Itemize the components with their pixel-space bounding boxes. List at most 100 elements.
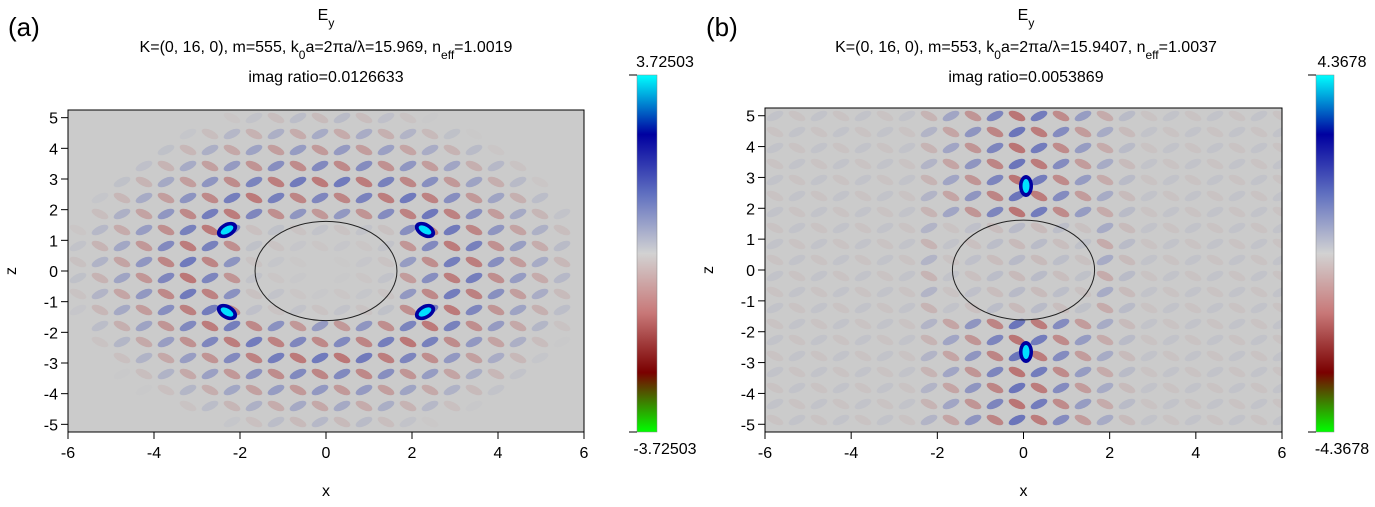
field-blob <box>113 272 131 284</box>
field-blob <box>157 176 175 188</box>
field-blob <box>788 302 806 314</box>
y-tick-label: 2 <box>49 203 58 220</box>
field-blob <box>333 336 351 348</box>
field-blob <box>1008 126 1026 138</box>
field-blob <box>1272 190 1282 202</box>
field-blob <box>920 398 938 410</box>
field-blob <box>920 318 938 330</box>
field-blob <box>465 208 483 220</box>
field-blob <box>289 208 307 220</box>
y-tick-label: -1 <box>741 294 755 311</box>
field-blob <box>1118 270 1136 282</box>
field-blob <box>1162 254 1180 266</box>
field-blob <box>766 270 784 282</box>
field-blob <box>113 240 131 252</box>
field-blob <box>1118 190 1136 202</box>
field-blob <box>1140 238 1158 250</box>
field-blob <box>986 318 1004 330</box>
field-blob <box>421 272 439 284</box>
field-blob <box>788 110 806 122</box>
field-blob <box>157 352 175 364</box>
field-blob <box>333 304 351 316</box>
scatterer-outline <box>254 220 398 322</box>
field-blob <box>766 174 784 186</box>
field-blob <box>1228 142 1246 154</box>
field-blob <box>810 398 828 410</box>
field-blob <box>1206 222 1224 234</box>
field-blob <box>788 190 806 202</box>
field-blob <box>1074 254 1092 266</box>
field-blob <box>788 126 806 138</box>
field-blob <box>1162 222 1180 234</box>
field-blob <box>766 286 784 298</box>
field-blob <box>267 304 285 316</box>
field-blob <box>289 192 307 204</box>
field-blob <box>531 192 549 204</box>
field-blob <box>421 144 439 156</box>
field-blob <box>1184 270 1202 282</box>
panel: (b) EyK=(0, 16, 0), m=553, k0a=2πa/λ=15.9… <box>700 7 1369 500</box>
colorbar-label: 3.72503 <box>636 54 694 71</box>
field-blob <box>1074 334 1092 346</box>
field-blob <box>91 208 109 220</box>
field-blob <box>311 144 329 156</box>
field-blob <box>1140 110 1158 122</box>
field-blob <box>942 254 960 266</box>
field-blob <box>986 302 1004 314</box>
field-blob <box>832 286 850 298</box>
field-blob <box>1008 206 1026 218</box>
field-blob <box>443 192 461 204</box>
field-blob <box>333 400 351 412</box>
field-blob <box>289 336 307 348</box>
field-blob <box>179 352 197 364</box>
field-blob <box>1184 334 1202 346</box>
y-tick-label: -5 <box>44 417 58 434</box>
field-blob <box>311 336 329 348</box>
field-blob <box>1228 398 1246 410</box>
field-blob <box>1052 382 1070 394</box>
field-blob <box>399 208 417 220</box>
field-blob <box>443 224 461 236</box>
x-tick-label: -4 <box>844 445 858 462</box>
field-blob <box>1184 174 1202 186</box>
field-blob <box>920 158 938 170</box>
field-blob <box>245 320 263 332</box>
field-blob <box>487 224 505 236</box>
field-blob <box>267 128 285 140</box>
field-blob <box>876 174 894 186</box>
field-blob <box>465 160 483 172</box>
field-blob <box>201 336 219 348</box>
field-blob <box>1272 350 1282 362</box>
field-blob <box>531 288 549 300</box>
field-blob <box>942 318 960 330</box>
field-blob <box>986 254 1004 266</box>
field-blob <box>1118 382 1136 394</box>
field-blob <box>157 304 175 316</box>
field-blob <box>289 368 307 380</box>
field-blob <box>1118 350 1136 362</box>
field-blob <box>399 112 417 124</box>
field-blob <box>421 160 439 172</box>
field-blob <box>399 288 417 300</box>
field-blob <box>509 192 527 204</box>
field-blob <box>964 126 982 138</box>
field-blob <box>1162 126 1180 138</box>
field-blob <box>1030 398 1048 410</box>
field-blob <box>355 384 373 396</box>
field-blob <box>1140 126 1158 138</box>
panel-label: (a) <box>8 12 40 42</box>
field-blob <box>157 192 175 204</box>
field-blob <box>1206 254 1224 266</box>
field-blob <box>377 160 395 172</box>
field-blob <box>1074 206 1092 218</box>
field-blob <box>399 176 417 188</box>
field-blob <box>898 126 916 138</box>
field-blob <box>465 144 483 156</box>
field-blob <box>810 302 828 314</box>
field-blob <box>113 304 131 316</box>
field-blob <box>355 304 373 316</box>
field-blob <box>91 304 109 316</box>
field-blob <box>267 144 285 156</box>
field-blob <box>1184 414 1202 426</box>
field-blob <box>333 160 351 172</box>
